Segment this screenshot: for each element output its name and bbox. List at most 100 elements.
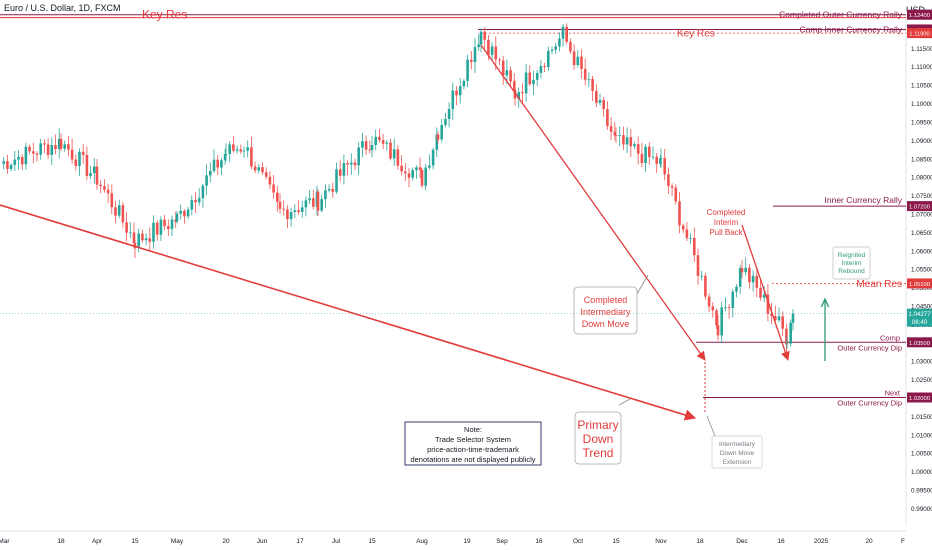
candle [483,27,486,49]
candle [312,189,315,210]
candle [524,63,528,102]
x-tick-label: 18 [57,538,65,545]
y-tick-label: 1.01500 [911,414,932,421]
price-tag-label: 1.07200 [909,205,930,211]
candle [466,54,469,88]
svg-text:Interim: Interim [714,218,739,227]
x-tick-label: Mar [0,538,10,545]
level-inner-rally: Inner Currency Rally [773,195,906,207]
x-tick-label: 16 [777,538,785,545]
level-label: Comp [880,333,900,342]
candle [458,78,462,104]
candle [35,151,39,162]
candle [350,153,353,175]
level-key-res-left: Key Res [0,8,906,22]
candle [54,134,57,155]
candle [342,154,346,185]
candle [716,314,720,341]
candle [141,229,144,243]
candle [293,204,297,219]
y-tick-label: 1.05500 [911,267,932,274]
y-tick-label: 1.08000 [911,175,932,182]
x-tick-label: Jul [332,538,341,545]
candle [606,101,609,130]
candle [261,162,264,176]
candle [297,200,300,215]
y-tick-label: 1.06500 [911,230,932,237]
x-tick-label: Nov [655,538,667,545]
candle [381,134,385,150]
candle [216,155,219,176]
candle [755,266,759,297]
candle [744,257,747,276]
interim-pullback-line [741,224,790,361]
x-tick-label: Sep [496,538,508,545]
candle [501,55,505,85]
candle [276,185,279,212]
candle [232,136,235,153]
candle [748,264,751,289]
candle [447,102,451,128]
svg-text:Rebound: Rebound [838,268,865,275]
candle [125,211,128,242]
x-tick-label: Apr [92,538,103,545]
candle [435,127,439,158]
candle [9,162,13,172]
candle [667,167,670,195]
primary-pointer [618,398,631,406]
y-tick-label: 1.07000 [911,211,932,218]
candle [655,152,658,174]
level-mean-res: Mean Res [772,279,906,290]
candle [17,150,20,170]
candle [436,131,440,144]
candle [253,161,257,174]
candle [622,126,625,150]
candle [57,128,61,159]
candle [700,270,703,281]
candle [591,75,594,102]
candle [785,323,788,355]
candle [50,137,54,165]
callout-extension: Intermediary Down Move Extension [711,435,763,469]
candle [785,336,789,349]
candle [374,129,377,151]
candle [618,126,621,147]
candle [418,157,422,178]
candle [320,194,323,213]
candle [183,209,186,224]
svg-text:Reignited: Reignited [838,252,866,259]
candle [663,148,666,181]
candle [212,149,216,174]
x-tick-label: 15 [131,538,139,545]
y-tick-label: 1.04500 [911,303,932,310]
candle [78,148,81,177]
candle [781,311,784,336]
svg-text:Intermediary: Intermediary [719,441,756,448]
candle [159,216,163,241]
intermediary-down-line [480,44,706,361]
candle [477,34,480,52]
candle [720,301,723,344]
candle [532,70,535,96]
y-tick-label: 1.09500 [911,119,932,126]
y-axis: 1.125001.120001.115001.110001.105001.100… [905,9,932,525]
candle [689,233,692,244]
x-tick-label: 15 [612,538,620,545]
candle [521,83,524,103]
candle [462,78,466,90]
candle [640,142,644,168]
svg-text:Trade Selector System: Trade Selector System [435,435,511,444]
level-completed-outer-rally: Completed Outer Currency Rally [0,10,906,20]
candle [286,205,289,229]
x-tick-label: May [171,538,184,545]
candle [155,220,159,241]
candle [257,164,261,174]
candle [331,182,335,198]
candle [659,155,662,167]
candle [451,82,455,120]
candle [759,279,762,301]
candle [633,142,636,149]
candle [235,145,239,154]
